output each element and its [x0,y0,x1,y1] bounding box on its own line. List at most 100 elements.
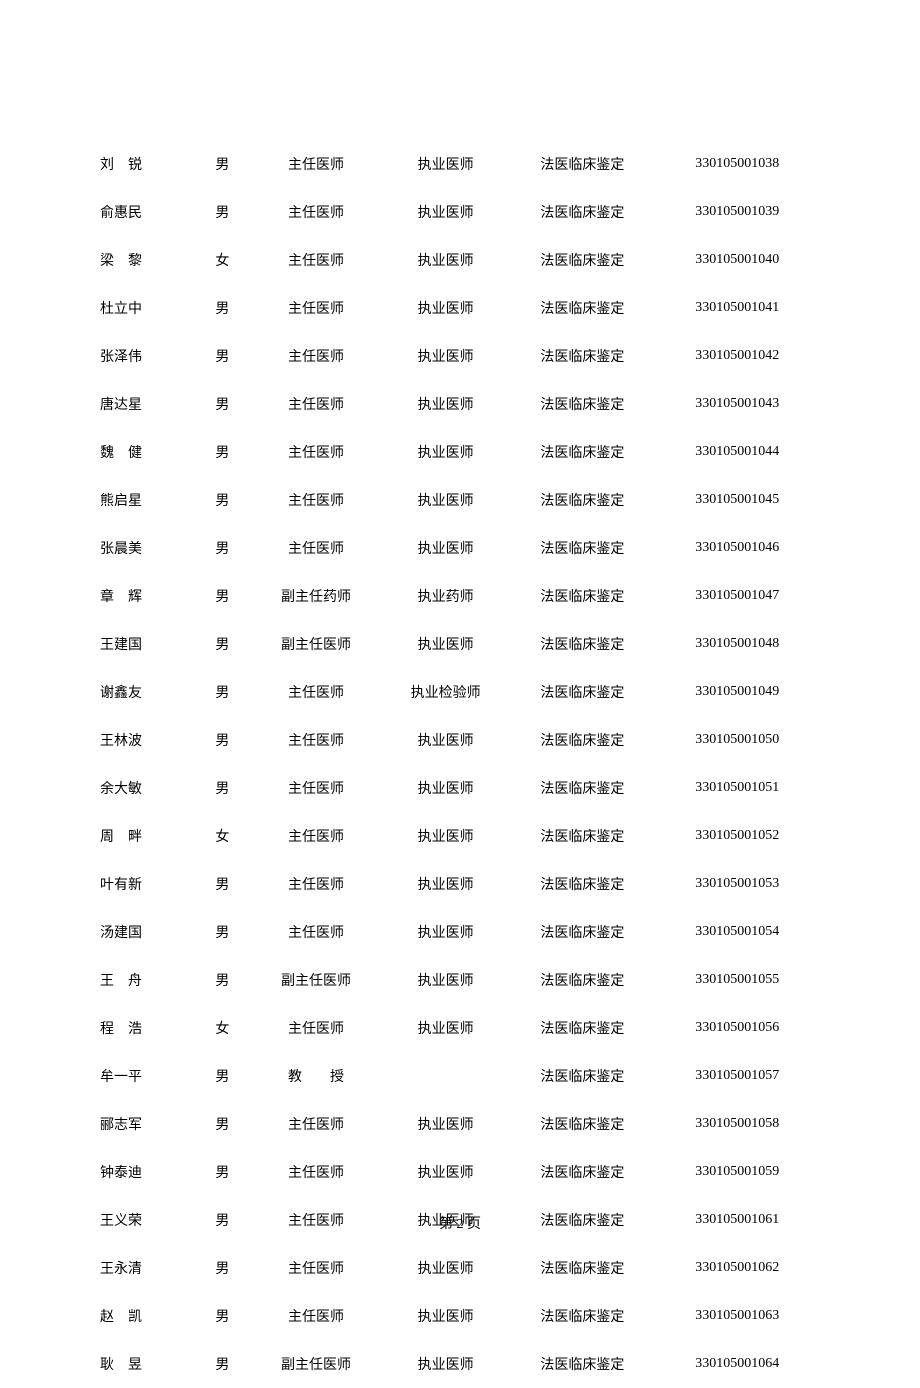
cell-gender: 女 [194,236,252,284]
cell-gender: 女 [194,812,252,860]
cell-name: 汤建国 [100,908,194,956]
cell-license: 执业医师 [381,1292,511,1340]
cell-category: 法医临床鉴定 [510,1148,654,1196]
table-row: 张泽伟男主任医师执业医师法医临床鉴定330105001042 [100,332,820,380]
cell-title: 主任医师 [251,380,381,428]
table-row: 钟泰迪男主任医师执业医师法医临床鉴定330105001059 [100,1148,820,1196]
cell-gender: 男 [194,1292,252,1340]
cell-number: 330105001044 [654,428,820,476]
cell-category: 法医临床鉴定 [510,1100,654,1148]
cell-category: 法医临床鉴定 [510,476,654,524]
cell-gender: 男 [194,956,252,1004]
table-row: 王 舟男副主任医师执业医师法医临床鉴定330105001055 [100,956,820,1004]
cell-number: 330105001055 [654,956,820,1004]
table-row: 王永清男主任医师执业医师法医临床鉴定330105001062 [100,1244,820,1292]
cell-gender: 男 [194,524,252,572]
cell-category: 法医临床鉴定 [510,764,654,812]
cell-name: 梁 黎 [100,236,194,284]
cell-title: 主任医师 [251,1244,381,1292]
cell-gender: 男 [194,188,252,236]
cell-gender: 男 [194,428,252,476]
cell-title: 教 授 [251,1052,381,1100]
cell-gender: 男 [194,380,252,428]
table-row: 谢鑫友男主任医师执业检验师法医临床鉴定330105001049 [100,668,820,716]
cell-license: 执业医师 [381,524,511,572]
cell-gender: 男 [194,860,252,908]
cell-title: 副主任医师 [251,1340,381,1388]
cell-license: 执业医师 [381,956,511,1004]
cell-name: 熊启星 [100,476,194,524]
cell-category: 法医临床鉴定 [510,236,654,284]
cell-license: 执业医师 [381,1148,511,1196]
cell-gender: 男 [194,1100,252,1148]
cell-gender: 男 [194,908,252,956]
table-row: 周 畔女主任医师执业医师法医临床鉴定330105001052 [100,812,820,860]
cell-category: 法医临床鉴定 [510,956,654,1004]
cell-category: 法医临床鉴定 [510,668,654,716]
cell-category: 法医临床鉴定 [510,860,654,908]
cell-license: 执业药师 [381,572,511,620]
cell-number: 330105001059 [654,1148,820,1196]
cell-name: 章 辉 [100,572,194,620]
cell-license: 执业医师 [381,620,511,668]
cell-license: 执业医师 [381,1004,511,1052]
cell-category: 法医临床鉴定 [510,284,654,332]
cell-name: 郦志军 [100,1100,194,1148]
cell-name: 王林波 [100,716,194,764]
cell-gender: 男 [194,1148,252,1196]
cell-title: 副主任药师 [251,572,381,620]
table-row: 余大敏男主任医师执业医师法医临床鉴定330105001051 [100,764,820,812]
table-row: 熊启星男主任医师执业医师法医临床鉴定330105001045 [100,476,820,524]
cell-license: 执业医师 [381,284,511,332]
cell-gender: 男 [194,476,252,524]
cell-license: 执业医师 [381,1340,511,1388]
cell-gender: 男 [194,668,252,716]
cell-title: 主任医师 [251,1292,381,1340]
cell-number: 330105001041 [654,284,820,332]
table-row: 耿 昱男副主任医师执业医师法医临床鉴定330105001064 [100,1340,820,1388]
cell-gender: 男 [194,764,252,812]
cell-name: 王永清 [100,1244,194,1292]
cell-license: 执业医师 [381,716,511,764]
cell-title: 主任医师 [251,428,381,476]
cell-license: 执业医师 [381,332,511,380]
cell-name: 张晨美 [100,524,194,572]
cell-name: 俞惠民 [100,188,194,236]
cell-title: 主任医师 [251,668,381,716]
cell-category: 法医临床鉴定 [510,1244,654,1292]
table-row: 汤建国男主任医师执业医师法医临床鉴定330105001054 [100,908,820,956]
cell-title: 主任医师 [251,1100,381,1148]
cell-category: 法医临床鉴定 [510,908,654,956]
cell-gender: 男 [194,1052,252,1100]
table-row: 俞惠民男主任医师执业医师法医临床鉴定330105001039 [100,188,820,236]
table-row: 章 辉男副主任药师执业药师法医临床鉴定330105001047 [100,572,820,620]
cell-license: 执业医师 [381,380,511,428]
cell-number: 330105001064 [654,1340,820,1388]
cell-category: 法医临床鉴定 [510,620,654,668]
cell-license: 执业医师 [381,1244,511,1292]
cell-title: 主任医师 [251,812,381,860]
cell-license: 执业医师 [381,188,511,236]
cell-title: 主任医师 [251,1148,381,1196]
cell-name: 赵 凯 [100,1292,194,1340]
cell-title: 副主任医师 [251,956,381,1004]
cell-number: 330105001050 [654,716,820,764]
cell-title: 主任医师 [251,908,381,956]
cell-number: 330105001053 [654,860,820,908]
cell-name: 唐达星 [100,380,194,428]
cell-title: 主任医师 [251,764,381,812]
cell-license: 执业医师 [381,764,511,812]
cell-category: 法医临床鉴定 [510,1004,654,1052]
cell-number: 330105001054 [654,908,820,956]
cell-name: 王建国 [100,620,194,668]
cell-category: 法医临床鉴定 [510,428,654,476]
table-row: 王林波男主任医师执业医师法医临床鉴定330105001050 [100,716,820,764]
cell-name: 杜立中 [100,284,194,332]
cell-number: 330105001042 [654,332,820,380]
document-body: 刘 锐男主任医师执业医师法医临床鉴定330105001038俞惠民男主任医师执业… [0,0,920,1388]
cell-license: 执业医师 [381,476,511,524]
cell-title: 主任医师 [251,476,381,524]
cell-name: 谢鑫友 [100,668,194,716]
table-row: 刘 锐男主任医师执业医师法医临床鉴定330105001038 [100,140,820,188]
cell-license: 执业医师 [381,1100,511,1148]
